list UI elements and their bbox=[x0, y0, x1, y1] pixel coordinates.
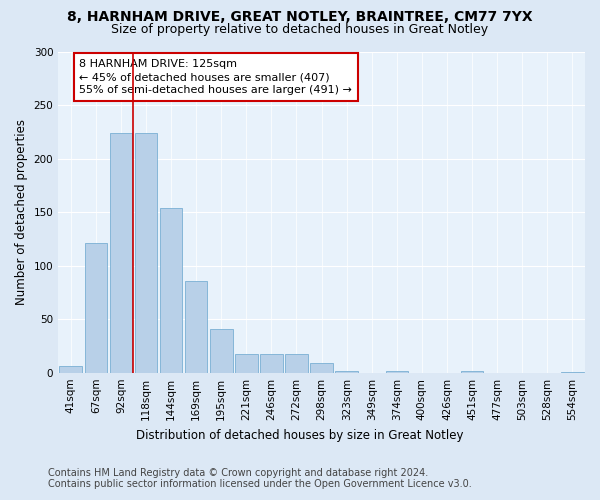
Text: Size of property relative to detached houses in Great Notley: Size of property relative to detached ho… bbox=[112, 22, 488, 36]
Bar bbox=[59, 366, 82, 373]
Text: Contains public sector information licensed under the Open Government Licence v3: Contains public sector information licen… bbox=[48, 479, 472, 489]
Bar bbox=[160, 208, 182, 373]
Bar bbox=[335, 371, 358, 373]
Bar bbox=[235, 354, 257, 373]
Text: Contains HM Land Registry data © Crown copyright and database right 2024.: Contains HM Land Registry data © Crown c… bbox=[48, 468, 428, 477]
Bar bbox=[185, 281, 208, 373]
Bar bbox=[461, 371, 484, 373]
Text: 8 HARNHAM DRIVE: 125sqm
← 45% of detached houses are smaller (407)
55% of semi-d: 8 HARNHAM DRIVE: 125sqm ← 45% of detache… bbox=[79, 59, 352, 96]
Bar bbox=[210, 329, 233, 373]
Bar bbox=[110, 133, 132, 373]
Bar bbox=[260, 354, 283, 373]
Bar bbox=[310, 364, 333, 373]
Bar bbox=[285, 354, 308, 373]
Text: 8, HARNHAM DRIVE, GREAT NOTLEY, BRAINTREE, CM77 7YX: 8, HARNHAM DRIVE, GREAT NOTLEY, BRAINTRE… bbox=[67, 10, 533, 24]
Text: Distribution of detached houses by size in Great Notley: Distribution of detached houses by size … bbox=[136, 430, 464, 442]
Bar bbox=[134, 133, 157, 373]
Bar bbox=[561, 372, 584, 373]
Bar bbox=[85, 244, 107, 373]
Bar bbox=[386, 371, 408, 373]
Y-axis label: Number of detached properties: Number of detached properties bbox=[15, 120, 28, 306]
